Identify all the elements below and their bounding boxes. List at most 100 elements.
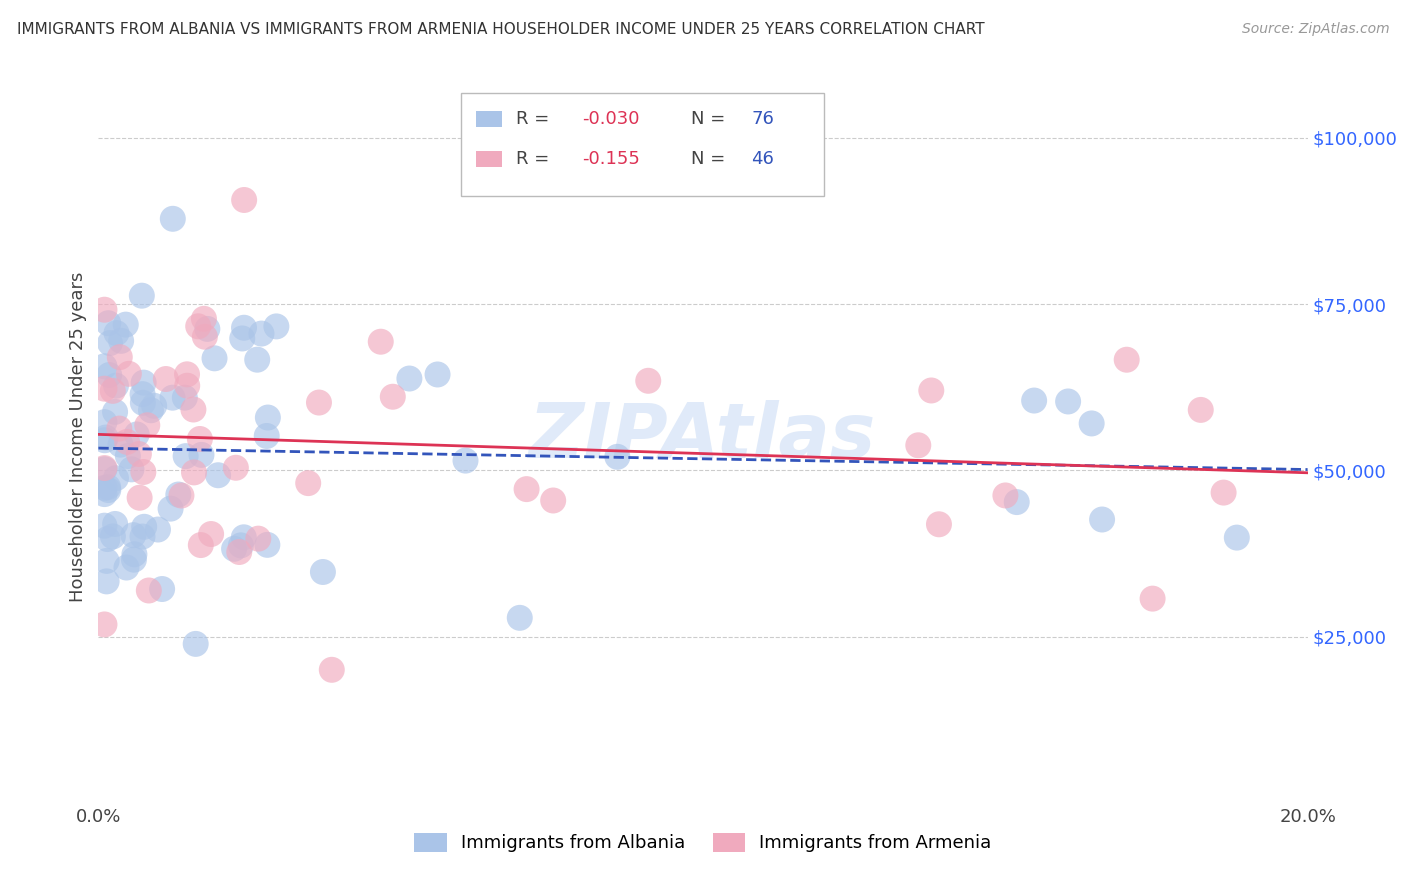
Point: [138, 583, 160, 598]
Point: [101, 384, 124, 398]
Point: [247, 532, 270, 546]
Text: 46: 46: [751, 150, 775, 168]
Text: IMMIGRANTS FROM ALBANIA VS IMMIGRANTS FROM ARMENIA HOUSEHOLDER INCOME UNDER 25 Y: IMMIGRANTS FROM ALBANIA VS IMMIGRANTS FR…: [17, 22, 984, 37]
Point: [1189, 403, 1212, 417]
Point: [105, 326, 128, 340]
Point: [159, 501, 181, 516]
Point: [1005, 495, 1028, 509]
Point: [104, 471, 127, 485]
Point: [101, 529, 124, 543]
Point: [994, 488, 1017, 502]
Point: [907, 438, 929, 452]
Point: [312, 565, 335, 579]
Point: [117, 449, 139, 463]
Point: [114, 318, 136, 332]
Point: [184, 637, 207, 651]
Point: [131, 530, 153, 544]
Point: [96, 532, 118, 546]
Point: [93, 487, 115, 501]
Point: [118, 367, 141, 381]
Point: [297, 476, 319, 491]
Point: [1115, 352, 1137, 367]
Point: [176, 368, 198, 382]
Point: [93, 481, 115, 495]
Point: [1212, 485, 1234, 500]
Point: [162, 211, 184, 226]
Text: Source: ZipAtlas.com: Source: ZipAtlas.com: [1241, 22, 1389, 37]
Point: [370, 334, 392, 349]
Point: [110, 437, 132, 451]
Point: [173, 391, 195, 405]
Point: [128, 447, 150, 461]
Point: [233, 320, 256, 334]
Point: [96, 554, 118, 568]
Point: [228, 545, 250, 559]
Point: [246, 352, 269, 367]
Point: [97, 483, 120, 497]
Point: [124, 547, 146, 561]
Point: [231, 331, 253, 345]
Point: [108, 421, 131, 435]
Point: [96, 574, 118, 589]
Point: [94, 431, 117, 445]
Text: ZIPAtlas: ZIPAtlas: [529, 401, 877, 474]
Point: [183, 466, 205, 480]
Point: [162, 391, 184, 405]
Point: [1091, 512, 1114, 526]
Point: [104, 405, 127, 419]
Point: [193, 311, 215, 326]
Point: [98, 336, 121, 351]
Point: [541, 493, 564, 508]
Point: [104, 516, 127, 531]
Point: [1142, 591, 1164, 606]
Point: [398, 371, 420, 385]
Point: [321, 663, 343, 677]
Bar: [475, 111, 502, 127]
Point: [93, 382, 115, 396]
Point: [139, 403, 162, 417]
Text: 76: 76: [751, 110, 775, 128]
Point: [170, 489, 193, 503]
Point: [174, 449, 197, 463]
Point: [122, 528, 145, 542]
Point: [194, 329, 217, 343]
Point: [155, 372, 177, 386]
Point: [150, 582, 173, 596]
Point: [110, 334, 132, 348]
Point: [122, 552, 145, 566]
Point: [131, 288, 153, 302]
Point: [256, 538, 278, 552]
Point: [132, 376, 155, 390]
Point: [183, 402, 205, 417]
Point: [233, 193, 256, 207]
Point: [454, 453, 477, 467]
Point: [132, 465, 155, 479]
Point: [1024, 393, 1046, 408]
Point: [920, 384, 942, 398]
Point: [637, 374, 659, 388]
Point: [190, 538, 212, 552]
Y-axis label: Householder Income Under 25 years: Householder Income Under 25 years: [69, 272, 87, 602]
Text: R =: R =: [516, 110, 554, 128]
Point: [188, 432, 211, 446]
Point: [232, 530, 254, 544]
Point: [121, 462, 143, 476]
Point: [108, 350, 131, 364]
Point: [1080, 417, 1102, 431]
Point: [97, 316, 120, 330]
Text: N =: N =: [690, 150, 731, 168]
Point: [606, 450, 628, 464]
Point: [381, 390, 404, 404]
Point: [93, 462, 115, 476]
Point: [115, 560, 138, 574]
Point: [97, 480, 120, 494]
Text: R =: R =: [516, 150, 554, 168]
Point: [131, 387, 153, 401]
Point: [93, 461, 115, 475]
Point: [204, 351, 226, 366]
Point: [190, 448, 212, 462]
Point: [146, 523, 169, 537]
Point: [187, 319, 209, 334]
Point: [93, 359, 115, 374]
Point: [195, 322, 218, 336]
